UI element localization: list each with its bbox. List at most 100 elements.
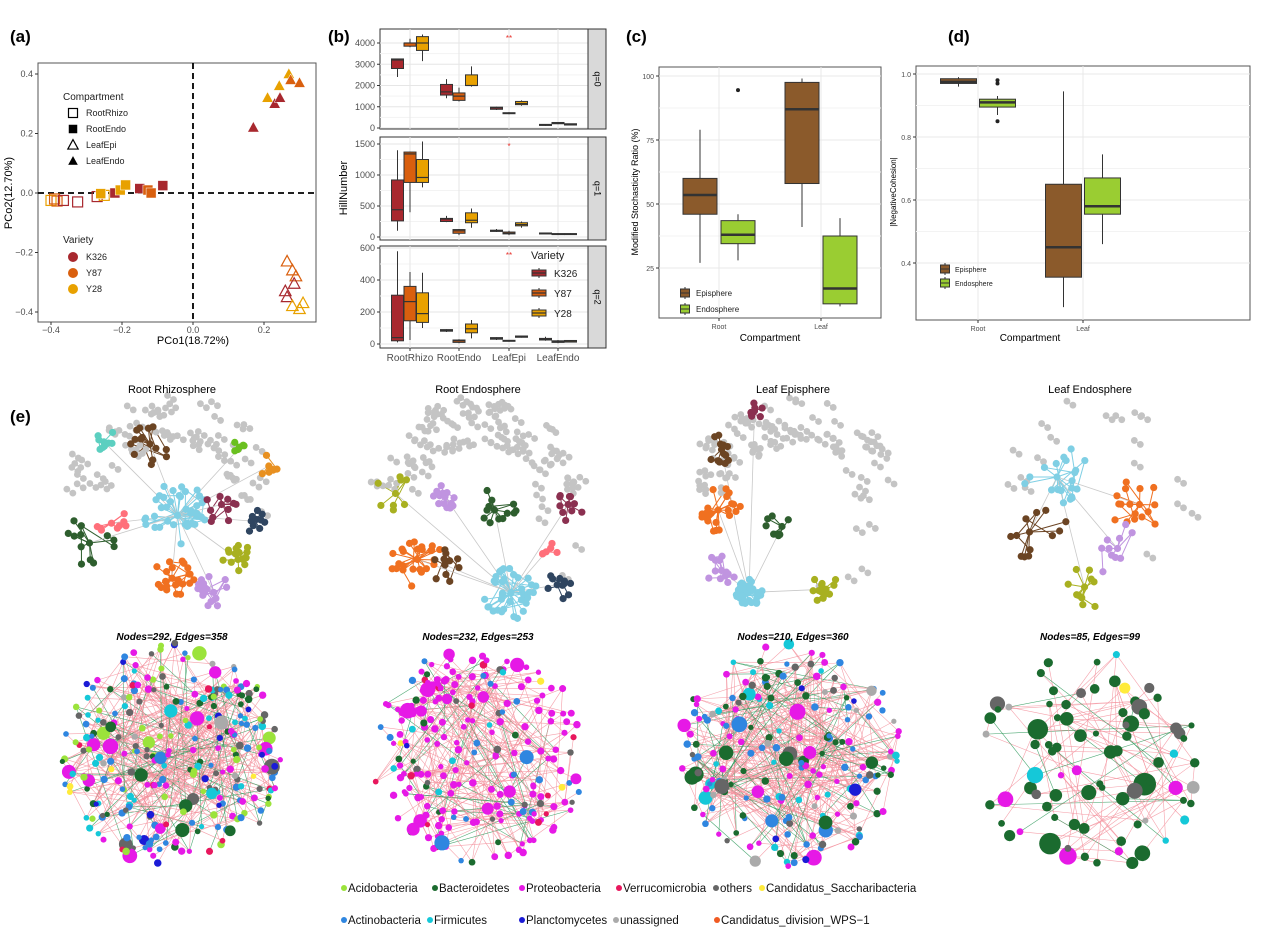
network-node xyxy=(683,740,692,748)
network-node xyxy=(887,771,894,778)
network-node xyxy=(700,811,706,818)
network-node xyxy=(1062,518,1070,526)
network-node xyxy=(525,449,533,457)
network-node xyxy=(487,680,494,687)
network-node xyxy=(821,659,829,666)
network-node xyxy=(508,446,516,454)
outlier-point xyxy=(995,119,1000,124)
network-edge xyxy=(770,697,898,737)
network-edge xyxy=(426,786,523,845)
network-node xyxy=(984,712,997,724)
network-node xyxy=(711,433,719,441)
network-node xyxy=(1114,847,1124,856)
network-node xyxy=(406,822,420,836)
network-node xyxy=(1036,669,1045,678)
network-node xyxy=(844,573,852,581)
network-node xyxy=(1136,441,1144,448)
network-node xyxy=(679,765,686,772)
network-node xyxy=(182,650,188,656)
network-edge xyxy=(440,805,525,844)
network-node xyxy=(835,439,843,446)
network-node xyxy=(440,500,448,508)
network-node xyxy=(217,500,226,509)
network-node xyxy=(126,422,134,430)
network-node xyxy=(709,805,716,812)
network-node xyxy=(437,482,445,490)
network-node xyxy=(547,443,554,451)
network-node xyxy=(1103,536,1111,544)
network-edge xyxy=(87,678,125,716)
network-node xyxy=(435,444,443,452)
network-node xyxy=(725,511,734,520)
network-node xyxy=(513,697,521,705)
network-node xyxy=(136,424,144,432)
network-node xyxy=(1102,412,1110,420)
network-node xyxy=(413,555,422,564)
network-node xyxy=(132,742,139,750)
network-node xyxy=(722,474,730,482)
legend-label: Y28 xyxy=(554,309,572,320)
network-node xyxy=(1119,682,1131,694)
legend-title-variety: Variety xyxy=(63,235,93,246)
network-node xyxy=(475,407,482,415)
network-node xyxy=(397,740,404,747)
network-node xyxy=(1149,554,1157,562)
network-node xyxy=(696,486,703,494)
y-tick-label: 0 xyxy=(370,123,375,133)
network-node xyxy=(474,423,482,431)
network-node xyxy=(866,685,877,696)
network-edge xyxy=(1120,532,1133,559)
network-edge xyxy=(89,515,178,544)
network-edge xyxy=(222,715,241,804)
network-node xyxy=(558,783,566,791)
facet-strip xyxy=(587,28,607,130)
network-edge xyxy=(110,688,162,726)
network-node xyxy=(707,781,713,787)
network-node xyxy=(701,467,709,475)
network-node xyxy=(447,789,455,797)
network-node xyxy=(256,744,263,751)
network-node xyxy=(515,438,523,445)
network-node xyxy=(481,421,489,429)
network-node xyxy=(417,770,425,778)
network-node xyxy=(189,442,197,450)
network-node xyxy=(720,450,728,458)
network-node xyxy=(847,843,855,851)
network-node xyxy=(208,398,215,406)
network-node xyxy=(1179,796,1187,804)
network-node xyxy=(156,781,162,787)
network-node xyxy=(72,739,79,746)
network-edge xyxy=(824,662,899,732)
network-node xyxy=(396,762,404,769)
network-node xyxy=(162,453,171,461)
network-node xyxy=(510,613,518,621)
network-node xyxy=(485,401,493,409)
network-node xyxy=(437,685,444,692)
network-node xyxy=(569,484,577,492)
facet-strip xyxy=(587,136,607,241)
network-edge xyxy=(469,696,477,822)
network-node xyxy=(856,483,863,491)
network-edge xyxy=(491,710,540,790)
network-node xyxy=(703,509,711,517)
network-node xyxy=(221,451,229,459)
network-node xyxy=(206,724,213,730)
network-node xyxy=(567,807,574,813)
network-node xyxy=(83,733,91,742)
legend-label: Endosphere xyxy=(696,305,740,314)
x-tick-label: RootEndo xyxy=(437,353,482,364)
network-edge xyxy=(411,705,577,780)
network-node xyxy=(544,584,552,592)
network-node xyxy=(874,433,882,441)
network-node xyxy=(95,717,101,723)
network-node xyxy=(1064,844,1072,852)
box xyxy=(1084,177,1121,215)
network-node xyxy=(764,739,772,747)
network-node xyxy=(414,489,422,497)
network-node xyxy=(503,699,511,708)
legend-key-color xyxy=(68,268,78,278)
network-node xyxy=(443,663,451,670)
network-node xyxy=(144,781,151,788)
network-edge xyxy=(1067,662,1098,849)
network-node xyxy=(1034,454,1041,462)
